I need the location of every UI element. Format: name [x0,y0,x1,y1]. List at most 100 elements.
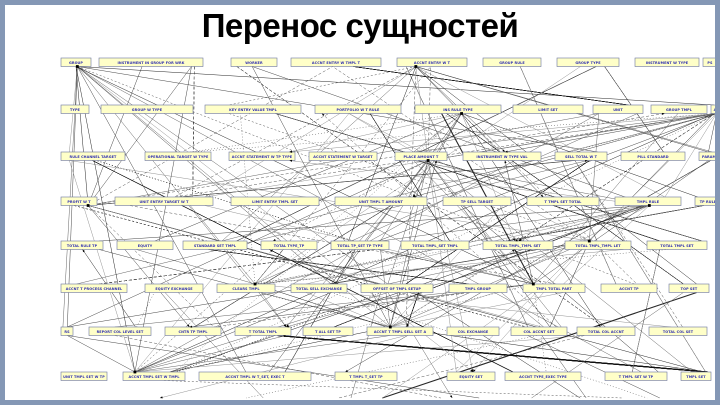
entity-box [698,151,715,161]
entity-label: UNIT [613,108,623,112]
relationship-line [67,160,429,328]
arrowhead [472,369,476,372]
arrowhead [186,324,190,327]
relationship-line [77,66,714,106]
entity-box [414,104,502,114]
relationship-line [541,335,587,399]
arrowhead [286,324,289,327]
slide-title: Перенос сущностей [201,7,519,44]
entity-label: RS [64,330,70,334]
entity-box [114,196,214,206]
entity-label: PILL STANDARD [637,155,668,159]
entity-box [604,371,668,381]
connector-knot [388,325,392,329]
relationship-line [136,249,256,285]
entity-box [60,104,90,114]
arrowhead [159,396,163,399]
entity-label: UNIT TMPL SET W TP [63,375,105,379]
entity-label: LIMIT ENTRY TMPL SET [252,200,298,204]
relationship-line [574,160,706,373]
relationship-line [174,113,462,373]
relationship-line [67,335,136,373]
arrowhead [504,150,508,153]
relationship-line [387,160,429,285]
entity-box [122,371,186,381]
relationship-line [154,113,462,242]
entity-box [116,240,174,250]
entity-box [334,371,398,381]
entity-box [668,283,710,293]
entity-label: EQUITY EXCHANGE [155,287,193,291]
entity-label: INSTRUMENT IN GROUP FOR WRK [118,61,185,65]
arrowhead [434,160,437,164]
entity-box [60,371,108,381]
relationship-line [76,160,588,285]
entity-box [400,240,470,250]
entity-label: TOTAL COL ACCNT [588,330,625,334]
relationship-line [413,113,715,153]
entity-label: ACCNT T PROCESS CHANNEL [66,287,123,291]
arrowhead [470,369,473,372]
connector-knots-layer [75,65,665,399]
arrowhead [345,369,349,372]
relationship-line [289,113,462,153]
entity-box [360,283,434,293]
relationship-line [332,66,590,242]
entity-box [482,240,554,250]
relationship-line [88,205,542,328]
relationship-line [204,113,715,198]
relationship-line [504,113,715,153]
connector-knot [647,204,651,207]
connector-knot [86,204,90,207]
entity-label: SELL TOTAL W T [565,155,598,159]
entity-box [290,283,348,293]
arrowhead [406,324,409,327]
relationship-line [189,113,462,153]
entity-box [198,371,312,381]
entity-box [290,57,382,67]
entity-box [702,57,715,67]
entity-label: TOTAL TMPL_TMPL LET [575,244,621,248]
relationship-line [664,115,715,198]
relationship-line [134,66,192,373]
relationship-line [574,160,683,328]
entity-label: T TMPL SET TOTAL [545,200,583,204]
relationship-line [163,380,623,399]
relationship-line [75,66,136,373]
entity-label: GROUP [69,61,83,65]
entity-label: TOTAL TMPL_TMPL SET [495,244,541,248]
connector-knot [414,65,418,68]
entity-label: KEY ENTRY VALUE TMPL [229,108,277,112]
connector-knot [426,159,430,162]
entity-box [576,326,636,336]
arrowhead [283,335,287,338]
entity-box [556,57,620,67]
relationship-line [92,160,514,373]
relationship-line [252,66,650,206]
relationship-line [589,113,600,242]
relationship-line [77,66,635,285]
entity-box [442,196,512,206]
entity-label: COL ACCNT SET [523,330,555,334]
relationship-line [289,113,715,153]
entity-box [60,151,126,161]
entity-box [554,151,608,161]
entity-box [680,371,712,381]
relationship-line [472,240,590,373]
relationship-line [174,113,715,198]
relationship-line [134,249,274,373]
arrowhead [502,149,505,152]
entity-label: TOTAL TP_SET TP TYPE [337,244,383,248]
relationship-line [377,113,715,242]
entity-label: T TOTAL TMPL [249,330,278,334]
entity-box [216,283,276,293]
relationship-lines-layer [62,66,715,399]
relationship-line [514,205,650,242]
entity-box [144,151,212,161]
entity-label: PLACE AMOUNT T [404,155,440,159]
entity-label: OPERATIONAL TARGET W TYPE [148,155,209,159]
relationship-line [589,113,715,242]
entity-relationship-diagram: GROUP INSTRUMENT IN GROUP FOR WRK WORKER AC… [60,57,715,399]
arrowhead [286,325,290,328]
entity-box [164,326,222,336]
